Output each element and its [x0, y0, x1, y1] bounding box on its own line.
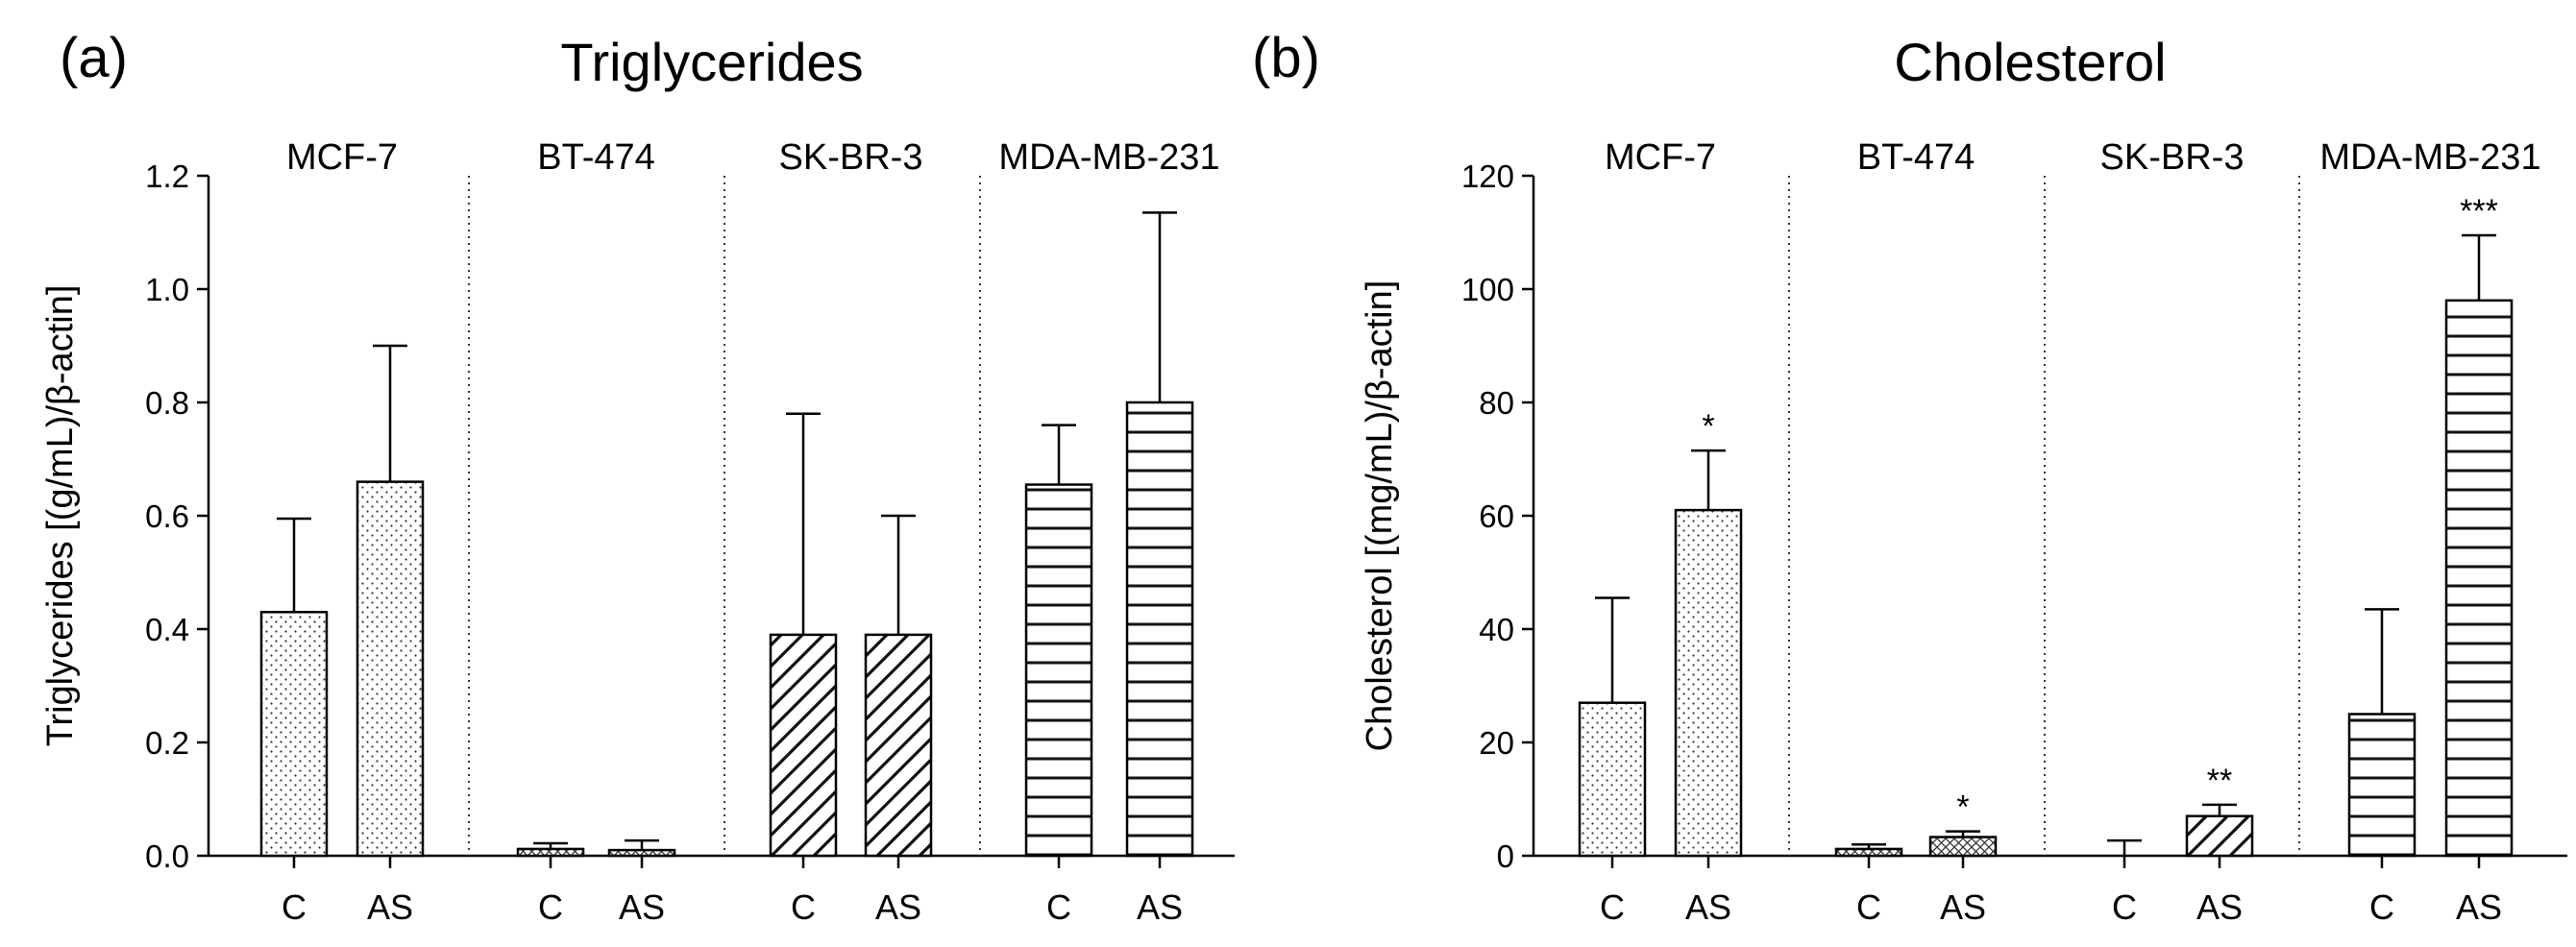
significance-marker: *** — [2460, 193, 2498, 230]
category-label: C — [1600, 887, 1625, 927]
chart-title: Triglycerides — [560, 32, 863, 92]
y-tick-label: 0.6 — [145, 498, 189, 534]
category-label: C — [282, 887, 307, 927]
category-label: AS — [367, 887, 413, 927]
group-label: MDA-MB-231 — [998, 137, 1219, 178]
y-tick-label: 0 — [1497, 838, 1514, 874]
category-label: C — [2112, 887, 2137, 927]
significance-marker: * — [1702, 408, 1714, 445]
category-label: AS — [619, 887, 665, 927]
bar — [2347, 713, 2417, 858]
panel-b-cholesterol: (b) Cholesterol Cholesterol [(mg/mL)/β-act… — [1252, 27, 2567, 927]
significance-marker: * — [1956, 789, 1969, 826]
category-label: AS — [2456, 887, 2502, 927]
chart-title: Cholesterol — [1894, 32, 2166, 92]
category-label: AS — [1137, 887, 1183, 927]
group-label: MCF-7 — [1605, 137, 1716, 178]
bar — [769, 633, 838, 858]
bar — [1834, 847, 1903, 858]
y-axis-label: Triglycerides [(g/mL)/β-actin] — [40, 285, 81, 747]
y-tick-label: 0.8 — [145, 385, 189, 421]
bar — [1578, 701, 1647, 858]
category-label: AS — [1685, 887, 1731, 927]
bar — [2444, 299, 2514, 858]
y-axis-label: Cholesterol [(mg/mL)/β-actin] — [1360, 280, 1400, 752]
group-label: SK-BR-3 — [779, 137, 923, 178]
y-tick-label: 80 — [1479, 385, 1514, 421]
category-label: C — [1856, 887, 1881, 927]
bar — [864, 633, 933, 858]
y-tick-label: 60 — [1479, 498, 1514, 534]
category-label: AS — [2196, 887, 2243, 927]
bar — [259, 611, 329, 858]
bar — [1928, 836, 1998, 858]
y-tick-label: 0.4 — [145, 612, 189, 647]
group-label: SK-BR-3 — [2100, 137, 2245, 178]
group-label: MDA-MB-231 — [2319, 137, 2540, 178]
panel-a-triglycerides: (a) Triglycerides Triglycerides [(g/mL)/β-… — [40, 27, 1235, 927]
category-label: C — [791, 887, 816, 927]
bar — [2185, 814, 2254, 858]
y-tick-label: 1.0 — [145, 272, 189, 307]
y-tick-label: 120 — [1461, 158, 1514, 194]
y-tick-label: 0.2 — [145, 725, 189, 761]
group-label: MCF-7 — [286, 137, 398, 178]
category-label: AS — [875, 887, 921, 927]
group-label: BT-474 — [1857, 137, 1975, 178]
bar — [356, 480, 425, 858]
y-tick-label: 40 — [1479, 612, 1514, 647]
category-label: C — [1046, 887, 1071, 927]
group-label: BT-474 — [537, 137, 655, 178]
panel-label: (a) — [60, 27, 128, 89]
bar — [516, 847, 585, 858]
bar — [1125, 401, 1194, 858]
category-label: AS — [1940, 887, 1986, 927]
category-label: C — [538, 887, 563, 927]
y-tick-label: 0.0 — [145, 838, 189, 874]
panel-label: (b) — [1252, 27, 1320, 89]
bar — [607, 848, 676, 858]
category-label: C — [2369, 887, 2394, 927]
bar — [1674, 508, 1743, 858]
y-tick-label: 20 — [1479, 725, 1514, 761]
bar — [1024, 483, 1093, 858]
y-tick-label: 1.2 — [145, 158, 189, 194]
significance-marker: ** — [2207, 763, 2232, 799]
y-tick-label: 100 — [1461, 272, 1514, 307]
